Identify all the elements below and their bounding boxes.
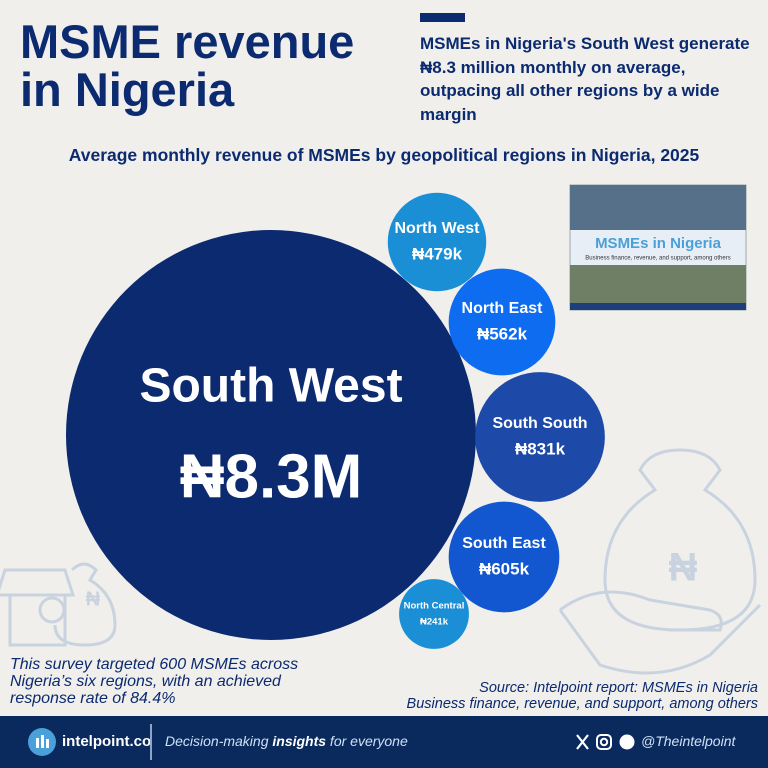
bubble-label: South West: [139, 360, 402, 413]
divider: [150, 724, 152, 760]
source: Source: Intelpoint report: MSMEs in Nige…: [407, 680, 758, 712]
bubble-value: ₦562k: [477, 324, 528, 343]
headline: MSMEs in Nigeria's South West generate ₦…: [420, 34, 750, 124]
bubble-label: North Central: [404, 601, 465, 612]
title-line: in Nigeria: [20, 63, 235, 116]
title: MSME revenue in Nigeria: [20, 18, 410, 114]
chart: ₦ ₦ MSMEs in Nigeria Business finance, r…: [0, 184, 762, 675]
tagline: Decision-making insights for everyone: [165, 733, 408, 749]
tagline-part: Decision-making: [165, 733, 273, 749]
source-line: Business finance, revenue, and support, …: [406, 696, 758, 712]
bubble: [448, 501, 560, 613]
cover-subtitle: Business finance, revenue, and support, …: [585, 256, 730, 262]
accent-bar: [420, 13, 465, 22]
report-cover: MSMEs in Nigeria Business finance, reven…: [569, 184, 747, 311]
footer: intelpoint.co Decision-making insights f…: [0, 716, 768, 768]
bubble: [66, 230, 476, 640]
bubble-value: ₦831k: [515, 439, 566, 458]
note: This survey targeted 600 MSMEs across Ni…: [10, 656, 299, 707]
logo: [28, 728, 56, 756]
subtitle: Average monthly revenue of MSMEs by geop…: [68, 145, 700, 165]
shop-icon: ₦: [0, 562, 117, 647]
site: intelpoint.co: [62, 733, 152, 750]
source-line: Source: Intelpoint report: MSMEs in Nige…: [479, 680, 758, 696]
tagline-part: for everyone: [326, 733, 408, 749]
bubble: [475, 372, 605, 502]
social-icons: [576, 734, 635, 750]
svg-text:₦: ₦: [86, 588, 101, 610]
bubble: [399, 579, 469, 649]
bubble: [448, 268, 556, 376]
bubble-value: ₦241k: [420, 617, 449, 628]
title-line: MSME revenue: [20, 15, 355, 68]
bubble-label: South East: [462, 535, 546, 552]
bubble-value: ₦605k: [479, 559, 530, 578]
bubble-value: ₦479k: [412, 244, 463, 263]
money-hand-icon: ₦: [558, 448, 762, 675]
bubble-value: ₦8.3M: [180, 442, 363, 511]
bubbles: South West ₦8.3M North West ₦479k North East…: [66, 192, 605, 649]
bubble-label: South South: [492, 415, 587, 432]
bubble-label: North East: [462, 300, 544, 317]
handle: @Theintelpoint: [641, 733, 736, 749]
tagline-part: insights: [272, 733, 327, 749]
cover-title: MSMEs in Nigeria: [595, 235, 722, 252]
svg-text:₦: ₦: [669, 546, 698, 590]
bubble-label: North West: [394, 220, 480, 237]
bubble: [387, 192, 487, 292]
